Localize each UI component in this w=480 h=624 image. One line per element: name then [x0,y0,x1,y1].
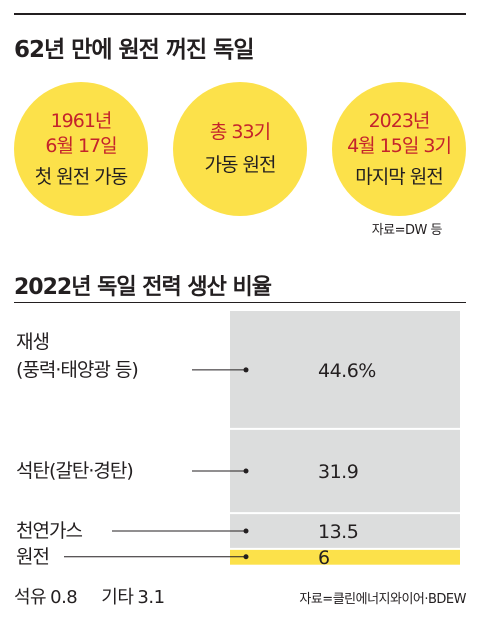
leader-dot-1 [243,468,249,474]
source-bottom: 자료=클린에너지와이어·BDEW [299,592,466,607]
minor-sources: 석유 0.8 기타 3.1 [14,583,165,609]
value-label-3: 6 [318,547,330,569]
circle-1-date: 6월 17일 [45,134,117,157]
circle-first-reactor: 1961년 6월 17일 첫 원전 가동 [14,82,148,216]
circle-2-total: 총 33기 [209,121,271,143]
category-label-3-0: 원전 [16,546,49,568]
category-label-2-0: 천연가스 [16,520,82,542]
value-label-2: 13.5 [318,521,358,543]
leader-dot-2 [243,528,249,534]
circle-last-reactor: 2023년 4월 15일 3기 마지막 원전 [332,82,466,216]
chart-title: 2022년 독일 전력 생산 비율 [14,275,272,300]
source-top: 자료=DW 등 [371,223,443,238]
other-value: 3.1 [137,587,165,608]
chart-title-rule [14,302,466,303]
segment-2 [230,513,460,549]
segment-0 [230,311,460,429]
category-label-0-0: 재생 [16,331,49,353]
top-rule [14,13,466,15]
segment-1 [230,428,460,514]
circle-3-date: 4월 15일 3기 [347,134,452,157]
circle-3-year: 2023년 [368,109,431,132]
segment-3 [230,548,460,565]
category-label-1-0: 석탄(갈탄·경탄) [16,460,133,482]
circle-1-year: 1961년 [50,109,113,132]
value-label-1: 31.9 [318,461,358,483]
value-label-0: 44.6% [318,360,376,382]
circle-2-caption: 가동 원전 [204,154,277,176]
circle-3-caption: 마지막 원전 [355,165,443,188]
circle-total-reactors: 총 33기 가동 원전 [173,82,307,216]
headline: 62년 만에 원전 꺼진 독일 [14,37,254,63]
oil-label: 석유 [14,587,47,608]
leader-dot-0 [243,367,249,373]
circle-1-caption: 첫 원전 가동 [34,165,128,188]
oil-value: 0.8 [50,587,78,608]
category-label-0-1: (풍력·태양광 등) [16,359,138,381]
other-label: 기타 [101,587,134,608]
leader-dot-3 [243,554,249,560]
